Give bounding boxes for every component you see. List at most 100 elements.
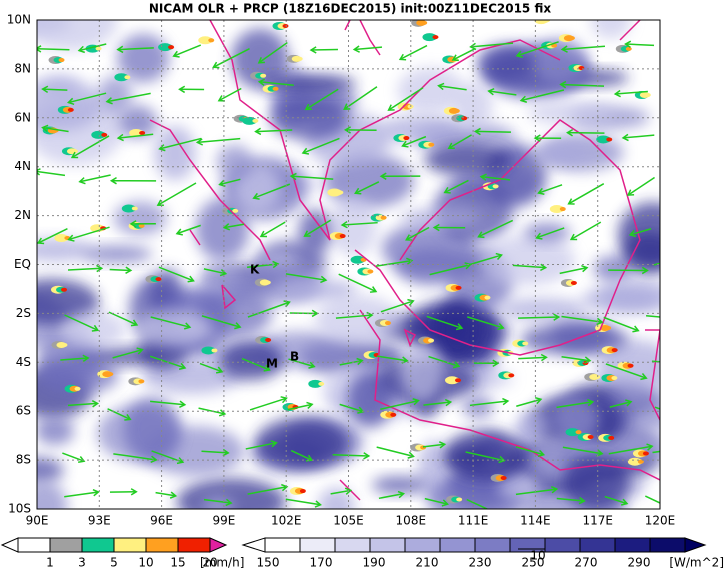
- arrow-head: [257, 56, 265, 64]
- wind-vector: [106, 92, 151, 103]
- cloud: [347, 371, 393, 429]
- wind-vector: [426, 315, 463, 329]
- wind-vector: [60, 357, 89, 361]
- arrow-head: [259, 230, 267, 238]
- arrow-head: [672, 359, 677, 365]
- arrow-head: [82, 354, 90, 363]
- precip-cell: [61, 287, 68, 292]
- wind-vector: [559, 266, 588, 275]
- precip-cell: [492, 184, 499, 189]
- wind-vector: [376, 355, 408, 362]
- wind-vector: [536, 227, 565, 239]
- wind-vector: [609, 401, 632, 408]
- arrow-head: [535, 232, 543, 240]
- wind-vector: [290, 449, 313, 461]
- wind-vector: [354, 46, 383, 51]
- wind-vector: [515, 488, 557, 496]
- wind-vector: [68, 92, 107, 104]
- cloud: [260, 75, 357, 93]
- cloud: [397, 67, 465, 114]
- wind-vector: [625, 43, 655, 47]
- cloud: [37, 356, 119, 395]
- precip-cell: [575, 430, 582, 435]
- arrow-head: [308, 361, 316, 369]
- precip-cell: [456, 497, 463, 502]
- precip-cell: [428, 142, 435, 147]
- cloud: [37, 456, 64, 484]
- wind-vector: [518, 356, 547, 360]
- precip-cell: [211, 348, 218, 353]
- arrow-head: [550, 485, 559, 494]
- cloud: [234, 164, 281, 213]
- cloud: [533, 38, 588, 85]
- arrow-head: [187, 275, 195, 283]
- arrow-head: [537, 449, 546, 458]
- wind-vector: [176, 224, 201, 235]
- arrow-head: [621, 133, 629, 142]
- wind-vector: [605, 363, 647, 379]
- arrow-head: [222, 448, 230, 457]
- cloud: [323, 154, 414, 208]
- arrow-head: [369, 286, 378, 293]
- precip-cell: [403, 136, 410, 141]
- arrow-head: [432, 223, 440, 232]
- wind-vector: [380, 399, 419, 411]
- wind-vector: [561, 315, 603, 323]
- precip-cell: [296, 56, 303, 61]
- precip-cell: [484, 295, 491, 300]
- lat-label: 4N: [14, 159, 31, 173]
- arrow-head: [309, 46, 317, 54]
- wind-vector: [203, 498, 232, 504]
- cloud: [314, 295, 401, 346]
- lon-label: 96E: [150, 514, 173, 528]
- arrow-head: [397, 490, 406, 499]
- arrow-head: [320, 275, 328, 284]
- wind-vector: [603, 316, 639, 332]
- lon-label: 102E: [271, 514, 302, 528]
- title: NICAM OLR + PRCP (18Z16DEC2015) init:00Z…: [149, 2, 551, 16]
- colorbar-label: 5: [110, 556, 118, 570]
- arrow-head: [407, 451, 415, 459]
- arrow-head: [447, 142, 455, 150]
- cloud: [623, 232, 660, 275]
- wind-vector: [287, 403, 313, 411]
- arrow-head: [306, 401, 314, 410]
- colorbar-end: [684, 537, 707, 553]
- lon-label: 99E: [212, 514, 235, 528]
- colorbar-label: 3: [78, 556, 86, 570]
- arrow-head: [130, 488, 138, 496]
- arrow-head: [578, 496, 586, 505]
- arrow-head: [401, 140, 409, 148]
- wind-vector: [629, 228, 652, 236]
- precip-cell: [522, 341, 529, 346]
- wind-vector: [652, 450, 660, 454]
- arrow-head: [283, 300, 291, 308]
- wind-vector: [388, 87, 424, 111]
- wind-vector: [615, 90, 648, 95]
- wind-vector: [466, 498, 489, 509]
- lon-label: 111E: [458, 514, 489, 528]
- arrow-head: [263, 364, 271, 372]
- precip-cell: [272, 86, 279, 91]
- colorbar-box: [49, 537, 83, 553]
- precip-colorbar: 1 3 5 10 15 20[mm/h]: [0, 537, 244, 570]
- wind-vector: [423, 401, 451, 406]
- wind-vector: [203, 268, 226, 275]
- wind-vector: [71, 135, 110, 159]
- wind-vector: [118, 133, 154, 139]
- colorbar-label: 270: [575, 556, 598, 570]
- arrow-head: [218, 409, 227, 417]
- arrow-head: [304, 103, 312, 111]
- precip-cell: [155, 277, 162, 282]
- cloud: [135, 309, 211, 348]
- wind-vector: [224, 223, 245, 229]
- arrow-head: [515, 50, 523, 58]
- colorbar-label: 230: [469, 556, 492, 570]
- arrow-head: [91, 324, 100, 332]
- wind-vector: [651, 360, 660, 363]
- arrow-head: [613, 89, 621, 98]
- arrow-head: [219, 269, 228, 277]
- cloud: [298, 209, 333, 254]
- colorbar-box: [404, 537, 441, 553]
